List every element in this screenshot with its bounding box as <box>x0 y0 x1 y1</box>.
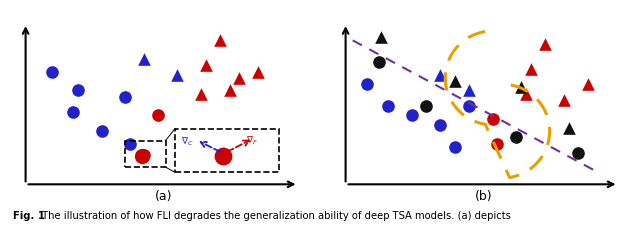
Point <box>137 154 147 158</box>
Text: Fig. 1: Fig. 1 <box>13 211 45 220</box>
Point <box>172 74 182 77</box>
Point <box>435 74 445 77</box>
Point <box>374 61 384 65</box>
Point <box>73 89 83 93</box>
Point <box>120 95 131 99</box>
Point <box>540 43 550 46</box>
Point <box>215 39 225 43</box>
Point <box>464 89 474 93</box>
Point <box>464 105 474 108</box>
Point <box>362 83 372 87</box>
Point <box>450 145 460 149</box>
Point <box>435 124 445 127</box>
Point <box>97 130 107 133</box>
Point <box>573 152 583 155</box>
Point <box>47 71 57 74</box>
Point <box>383 105 394 108</box>
Text: The illustration of how FLI degrades the generalization ability of deep TSA mode: The illustration of how FLI degrades the… <box>39 211 511 220</box>
Point <box>559 99 569 102</box>
Point <box>139 58 149 62</box>
Text: (a): (a) <box>154 189 172 202</box>
Point <box>225 89 235 93</box>
Point <box>407 114 417 118</box>
Point <box>450 80 460 83</box>
Point <box>582 83 593 87</box>
Point <box>376 36 387 40</box>
Point <box>421 105 431 108</box>
Point <box>525 68 536 71</box>
Point <box>139 153 149 157</box>
Text: $\nabla_C$: $\nabla_C$ <box>180 135 193 147</box>
Point <box>234 77 244 80</box>
Text: (b): (b) <box>474 189 492 202</box>
Point <box>154 114 164 118</box>
Point <box>201 64 211 68</box>
Point <box>218 154 228 158</box>
Point <box>492 142 502 146</box>
Text: $\nabla_F$: $\nabla_F$ <box>246 134 258 146</box>
Point <box>563 127 573 130</box>
Point <box>511 136 522 140</box>
Point <box>516 86 526 90</box>
Point <box>253 71 263 74</box>
Point <box>125 142 135 146</box>
Point <box>488 117 498 121</box>
Bar <box>125 141 166 167</box>
Point <box>521 92 531 96</box>
Bar <box>175 129 280 173</box>
Point <box>196 92 206 96</box>
Point <box>68 111 78 115</box>
